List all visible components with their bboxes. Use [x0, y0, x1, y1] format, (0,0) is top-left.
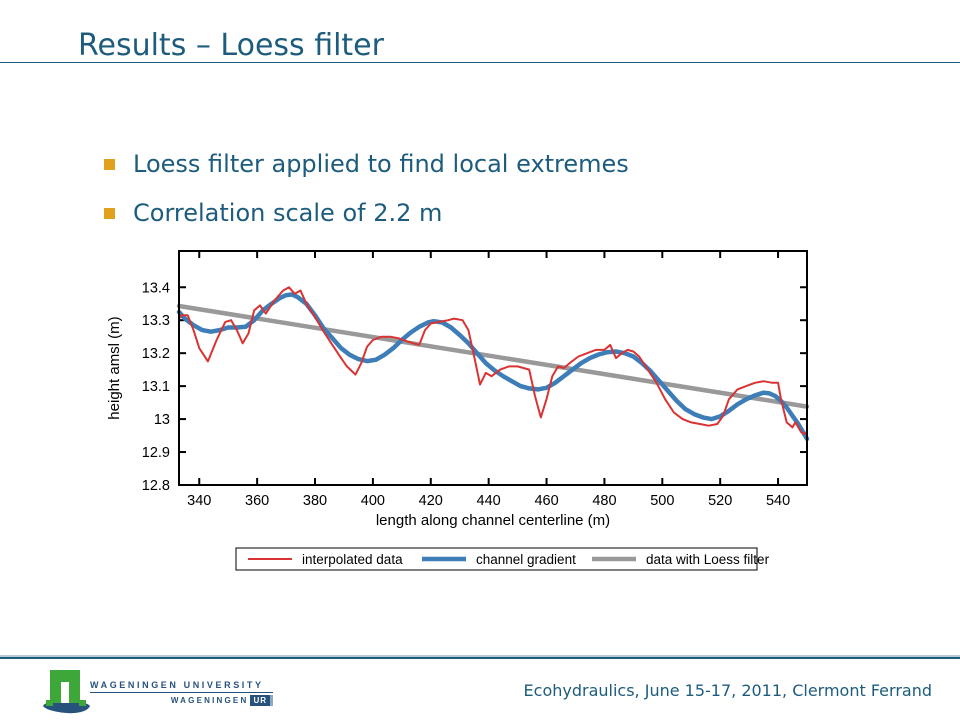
bullet-item: Loess filter applied to find local extre… [104, 150, 824, 182]
y-tick-label: 13 [154, 412, 170, 428]
y-tick-label: 13.1 [142, 379, 170, 395]
x-tick-label: 460 [534, 493, 558, 509]
wageningen-gable-icon [43, 670, 90, 714]
x-tick-label: 480 [592, 493, 616, 509]
bullet-square-icon [104, 208, 115, 219]
logo-university-label: WAGENINGEN UNIVERSITY [90, 680, 264, 690]
wageningen-logo: WAGENINGEN UNIVERSITY WAGENINGEN UR [40, 668, 290, 716]
bullet-item: Correlation scale of 2.2 m [104, 199, 824, 231]
logo-wageningen-text: WAGENINGEN [170, 696, 249, 705]
plot-frame [178, 250, 808, 486]
legend-label: channel gradient [476, 552, 576, 567]
series-data-with-Loess-filter [176, 303, 810, 409]
x-tick-label: 540 [766, 493, 790, 509]
x-tick-label: 520 [708, 493, 732, 509]
chart-legend: interpolated data channel gradient data wi… [235, 547, 770, 571]
title-underline [0, 62, 960, 63]
y-tick-label: 13.2 [142, 346, 170, 362]
legend-label: interpolated data [302, 552, 403, 567]
x-tick-label: 400 [361, 493, 385, 509]
chart-series [176, 286, 810, 442]
y-tick-label: 13.4 [142, 280, 170, 296]
x-axis-label: length along channel centerline (m) [376, 512, 610, 529]
x-tick-label: 360 [245, 493, 269, 509]
series-interpolated-data [178, 286, 808, 435]
logo-rule [90, 692, 273, 693]
footer-divider [0, 657, 960, 659]
conference-footer-text: Ecohydraulics, June 15-17, 2011, Clermon… [523, 681, 932, 700]
wageningen-logo-text: WAGENINGEN UNIVERSITY WAGENINGEN UR [90, 680, 275, 706]
x-tick-label: 420 [419, 493, 443, 509]
bullet-list: Loess filter applied to find local extre… [104, 150, 824, 248]
x-tick-label: 500 [650, 493, 674, 509]
legend-label: data with Loess filter [646, 552, 770, 567]
chart-axes: 340 360 380 400 420 440 460 480 500 520 540 12.8 12.… [106, 251, 807, 529]
footer-divider [0, 655, 960, 657]
x-tick-label: 380 [303, 493, 327, 509]
y-tick-label: 12.8 [142, 478, 170, 494]
x-tick-label: 340 [187, 493, 211, 509]
logo-ur-label: WAGENINGEN UR [90, 695, 273, 706]
y-tick-label: 13.3 [142, 313, 170, 329]
loess-filter-chart: 340 360 380 400 420 440 460 480 500 520 540 12.8 12.… [106, 250, 810, 571]
page-title: Results – Loess filter [78, 28, 384, 63]
bullet-text: Correlation scale of 2.2 m [133, 199, 443, 227]
y-axis-label: height amsl (m) [106, 316, 123, 419]
x-tick-label: 440 [477, 493, 501, 509]
bullet-square-icon [104, 159, 115, 170]
bullet-text: Loess filter applied to find local extre… [133, 150, 629, 178]
y-tick-label: 12.9 [142, 445, 170, 461]
series-channel-gradient [176, 292, 810, 442]
ur-badge: UR [250, 695, 273, 706]
